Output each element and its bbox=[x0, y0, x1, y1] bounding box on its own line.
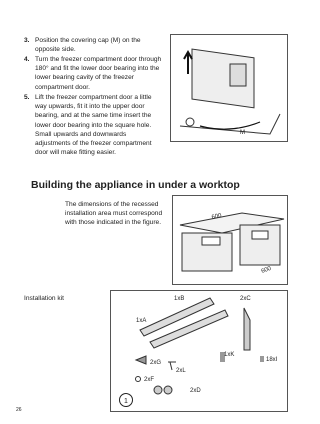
figure-worktop: 600 600 bbox=[172, 195, 288, 285]
kit-label: Installation kit bbox=[24, 295, 64, 302]
kit-part-label: 2xL bbox=[176, 368, 186, 374]
paragraph: The dimensions of the recessed installat… bbox=[65, 201, 163, 227]
kit-part-label: 1xB bbox=[174, 296, 184, 302]
figure-label: M bbox=[240, 130, 245, 136]
kit-part-label: 2xD bbox=[190, 388, 201, 394]
step-number: 3. bbox=[24, 37, 30, 44]
kit-part-label: 2xC bbox=[240, 296, 251, 302]
kit-part-label: 1xK bbox=[224, 352, 234, 358]
figure-door: M bbox=[170, 34, 288, 142]
step-text: Turn the freezer compartment door throug… bbox=[35, 56, 162, 91]
kit-part-label: 2xG bbox=[150, 360, 161, 366]
dimension-label: 600 bbox=[211, 213, 223, 221]
section-heading: Building the appliance in under a workto… bbox=[31, 179, 240, 191]
dimension-label: 600 bbox=[261, 266, 273, 275]
figure-kit: 1xB 2xC 1xA 1xK 18xI 2xG 2xL 2xF 2xD bbox=[110, 290, 288, 412]
marker-label: 1 bbox=[124, 398, 128, 405]
step-number: 4. bbox=[24, 56, 30, 63]
step-text: Position the covering cap (M) on the opp… bbox=[35, 37, 141, 54]
step-number: 5. bbox=[24, 94, 30, 101]
kit-part-label: 2xF bbox=[144, 377, 154, 383]
kit-part-label: 18xI bbox=[266, 357, 278, 363]
step-text: Lift the freezer compartment door a litt… bbox=[35, 94, 152, 157]
kit-part-label: 1xA bbox=[136, 318, 146, 324]
marker: 1 bbox=[119, 393, 133, 407]
page-number: 26 bbox=[16, 407, 22, 413]
page: 3. Position the covering cap (M) on the … bbox=[16, 34, 288, 413]
